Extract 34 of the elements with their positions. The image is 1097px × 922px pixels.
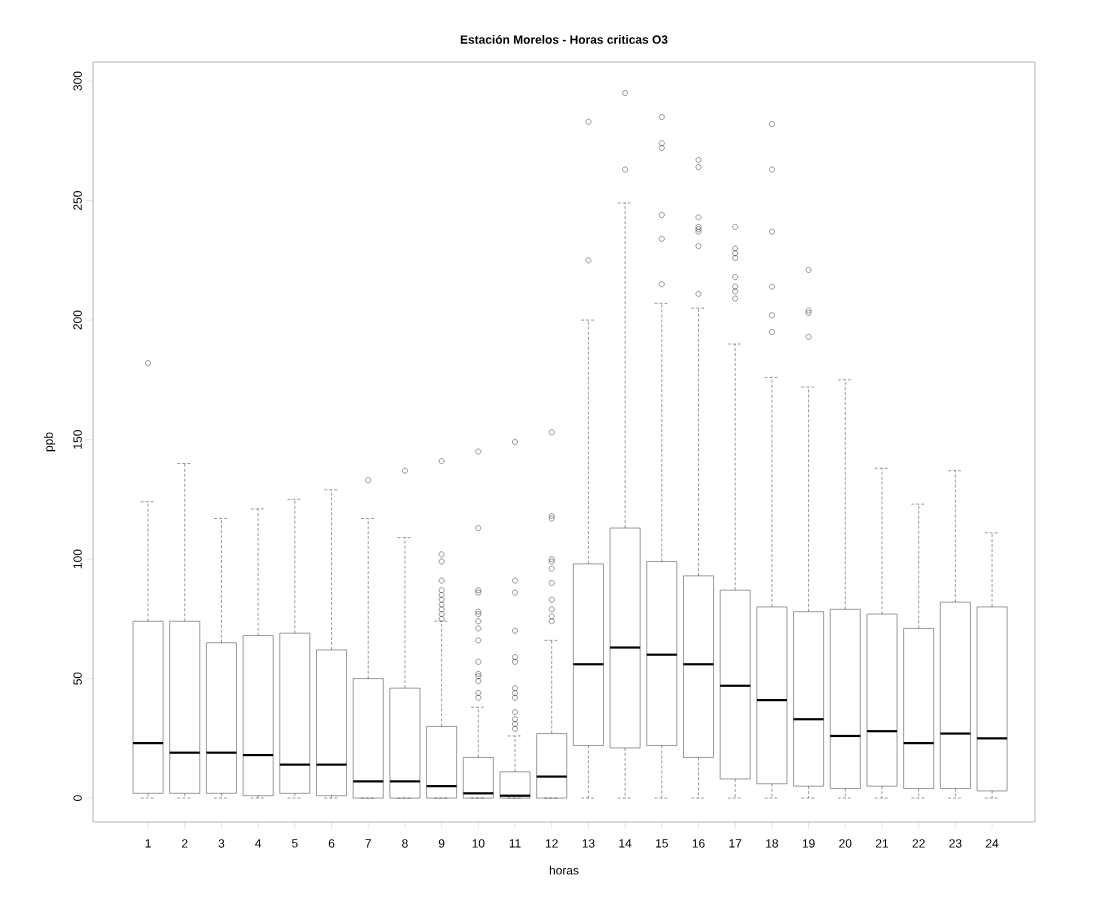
x-tick-label: 23 [949, 839, 962, 848]
x-tick-label: 22 [912, 839, 925, 848]
x-tick-label: 4 [255, 839, 262, 848]
x-tick-label: 19 [802, 839, 815, 848]
x-tick-label: 6 [328, 839, 335, 848]
x-tick-label: 8 [402, 839, 408, 848]
x-tick-label: 7 [365, 839, 371, 848]
x-tick-label: 3 [218, 839, 225, 848]
y-tick-label: 50 [73, 672, 82, 685]
x-tick-label: 5 [291, 839, 298, 848]
y-tick-label: 150 [73, 430, 82, 449]
x-tick-label: 12 [545, 839, 558, 848]
x-tick-label: 20 [839, 839, 852, 848]
x-tick-label: 18 [766, 839, 779, 848]
y-axis-title: ppb [44, 432, 56, 452]
x-tick-label: 21 [875, 839, 889, 848]
y-tick-label: 200 [73, 310, 82, 330]
x-tick-label: 14 [619, 839, 632, 848]
x-tick-label: 11 [509, 839, 521, 848]
x-tick-label: 9 [438, 839, 445, 848]
x-tick-label: 17 [729, 839, 742, 848]
x-tick-label: 13 [582, 839, 595, 848]
chart-title: Estación Morelos - Horas criticas O3 [460, 34, 668, 44]
x-tick-label: 24 [986, 839, 999, 848]
x-axis-title: horas [549, 865, 579, 875]
y-tick-label: 300 [73, 71, 82, 91]
y-tick-label: 100 [73, 549, 82, 569]
y-tick-label: 250 [73, 191, 82, 210]
x-tick-label: 15 [656, 839, 668, 848]
x-tick-label: 16 [692, 839, 705, 848]
x-tick-label: 1 [145, 839, 151, 848]
x-tick-label: 2 [182, 839, 188, 848]
y-tick-label: 0 [73, 795, 82, 801]
x-tick-label: 10 [472, 839, 485, 848]
